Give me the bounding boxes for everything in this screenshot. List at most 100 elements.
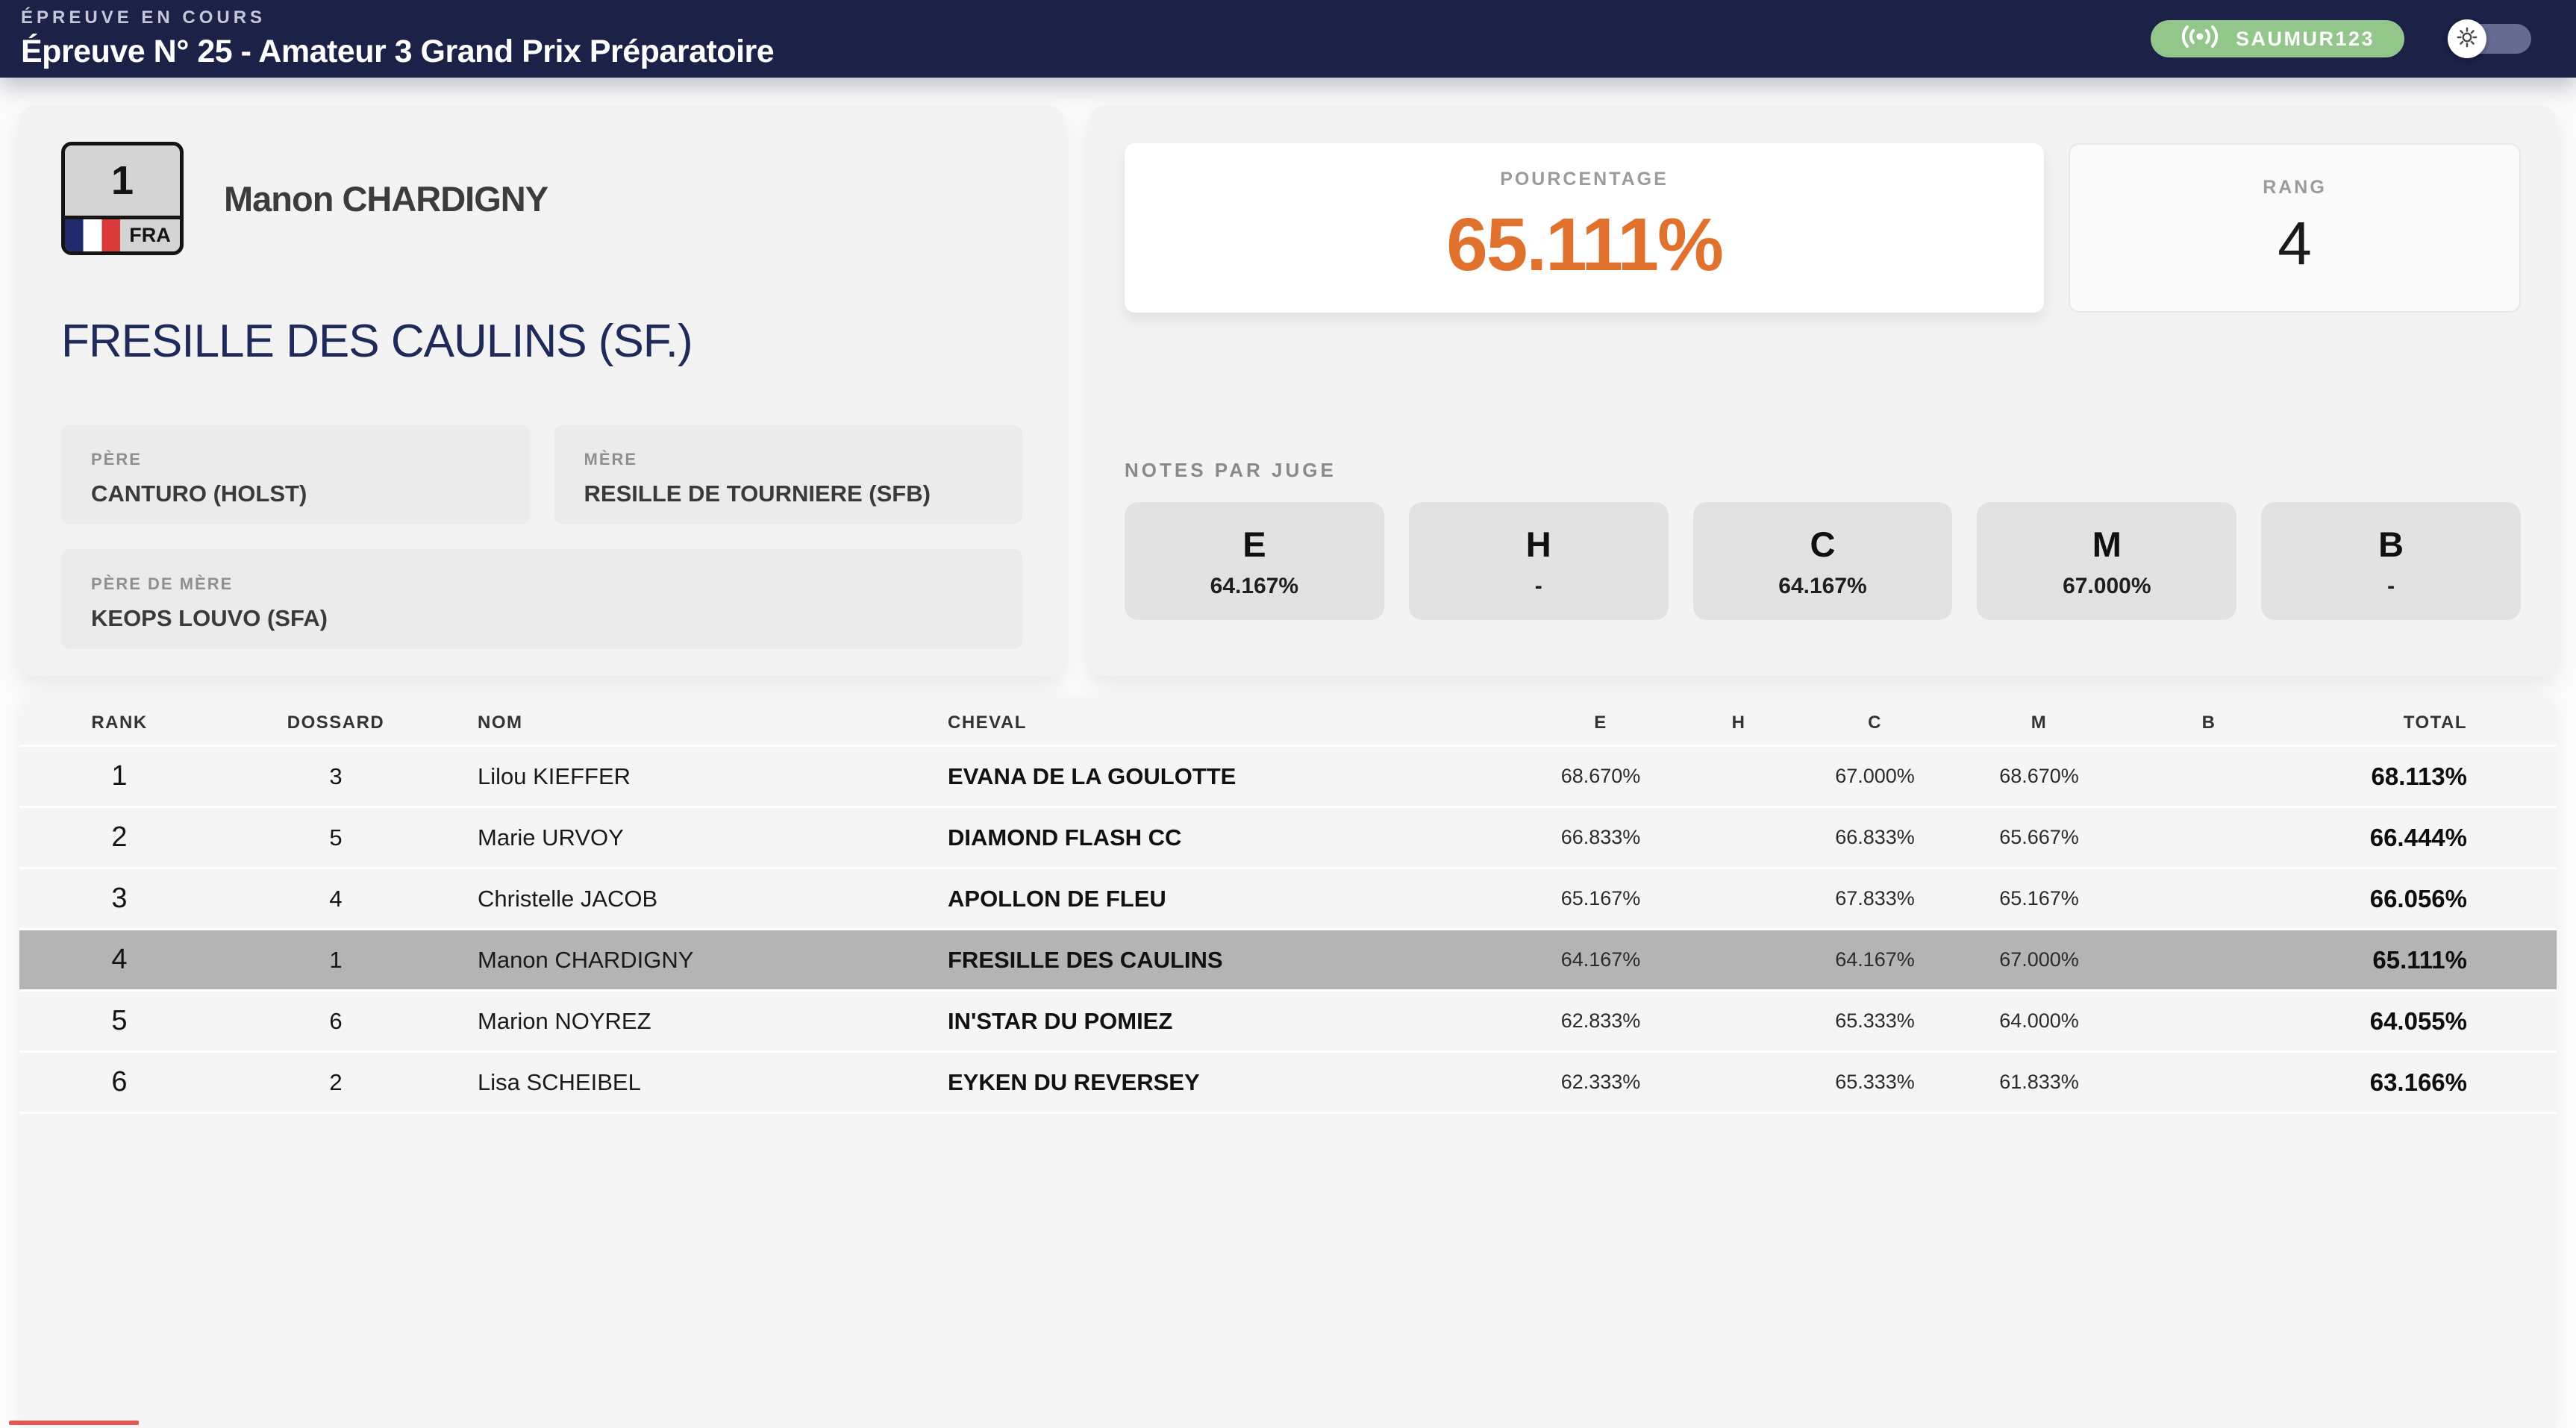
judge-score: 64.167%: [1210, 573, 1299, 598]
results-table: RANK DOSSARD NOM CHEVAL E H C M B TOTAL …: [19, 701, 2557, 1428]
cell-judge-c: 65.333%: [1835, 1071, 1915, 1093]
cell-nom: Manon CHARDIGNY: [478, 946, 694, 973]
pedigree-value: CANTURO (HOLST): [91, 480, 307, 507]
cell-dossard: 4: [329, 885, 343, 912]
france-flag-icon: [65, 219, 120, 251]
live-channel-badge[interactable]: SAUMUR123: [2150, 20, 2404, 57]
pedigree-damsire-card: PÈRE DE MÈRE KEOPS LOUVO (SFA): [61, 549, 1022, 649]
cell-judge-e: 68.670%: [1560, 765, 1641, 787]
table-row: 5 6 Marion NOYREZ IN'STAR DU POMIEZ 62.8…: [19, 992, 2557, 1053]
cell-cheval: APOLLON DE FLEU: [948, 885, 1166, 912]
cell-dossard: 2: [329, 1068, 343, 1095]
judge-card-h: H -: [1408, 502, 1669, 620]
cell-cheval: FRESILLE DES CAULINS: [948, 946, 1223, 973]
table-row: 6 2 Lisa SCHEIBEL EYKEN DU REVERSEY 62.3…: [19, 1053, 2557, 1114]
cell-cheval: DIAMOND FLASH CC: [948, 824, 1182, 851]
rider-card: 1 FRA Manon CHARDIGNY FRESILLE DES CAULI…: [19, 106, 1064, 676]
judge-score: -: [1534, 573, 1542, 598]
judges-section-label: NOTES PAR JUGE: [1125, 459, 1337, 481]
table-header-row: RANK DOSSARD NOM CHEVAL E H C M B TOTAL: [19, 701, 2557, 747]
cell-total: 65.111%: [2372, 945, 2467, 974]
judge-letter: H: [1525, 524, 1551, 564]
cell-judge-m: 68.670%: [1999, 765, 2079, 787]
col-total: TOTAL: [2403, 712, 2467, 733]
bib-card: 1 FRA: [61, 142, 184, 255]
rank-label: RANG: [2263, 177, 2327, 198]
judge-score: 67.000%: [2063, 573, 2151, 598]
pedigree-value: RESILLE DE TOURNIERE (SFB): [584, 480, 931, 507]
col-judge-m: M: [2031, 712, 2048, 733]
cell-judge-m: 64.000%: [1999, 1009, 2079, 1032]
cell-cheval: EYKEN DU REVERSEY: [948, 1068, 1200, 1095]
cell-total: 66.056%: [2369, 884, 2467, 912]
cell-rank: 4: [111, 944, 128, 975]
percentage-card: POURCENTAGE 65.111%: [1125, 143, 2044, 313]
cell-judge-c: 67.000%: [1835, 765, 1915, 787]
cell-dossard: 1: [329, 946, 343, 973]
judge-card-m: M 67.000%: [1977, 502, 2237, 620]
live-broadcast-icon: [2180, 24, 2219, 54]
pedigree-value: KEOPS LOUVO (SFA): [91, 605, 328, 631]
col-rank: RANK: [91, 712, 148, 733]
horse-name: FRESILLE DES CAULINS (SF.): [61, 316, 693, 367]
pedigree-label: MÈRE: [584, 450, 638, 469]
cell-total: 66.444%: [2369, 823, 2467, 851]
cell-rank: 6: [111, 1066, 128, 1097]
main-content: 1 FRA Manon CHARDIGNY FRESILLE DES CAULI…: [0, 78, 2576, 1428]
cell-judge-m: 61.833%: [1999, 1071, 2079, 1093]
event-header-text: ÉPREUVE EN COURS Épreuve N° 25 - Amateur…: [21, 7, 775, 70]
cell-judge-c: 66.833%: [1835, 826, 1915, 848]
cell-cheval: IN'STAR DU POMIEZ: [948, 1007, 1173, 1034]
col-judge-h: H: [1731, 712, 1746, 733]
cell-rank: 1: [111, 760, 128, 792]
cell-nom: Marion NOYREZ: [478, 1007, 651, 1034]
header-actions: SAUMUR123: [2150, 19, 2543, 58]
col-cheval: CHEVAL: [948, 712, 1027, 733]
rider-name: Manon CHARDIGNY: [224, 178, 548, 219]
cell-judge-e: 65.167%: [1560, 887, 1641, 909]
pedigree-label: PÈRE DE MÈRE: [91, 574, 234, 593]
rank-card: RANG 4: [2069, 143, 2521, 313]
judge-card-e: E 64.167%: [1125, 502, 1384, 620]
bib-number: 1: [110, 158, 134, 203]
cell-judge-c: 65.333%: [1835, 1009, 1915, 1032]
cell-total: 68.113%: [2371, 762, 2467, 790]
pedigree-dam-card: MÈRE RESILLE DE TOURNIERE (SFB): [554, 425, 1022, 524]
progress-bar: [9, 1421, 139, 1425]
cell-rank: 5: [111, 1005, 128, 1036]
theme-toggle[interactable]: [2448, 19, 2531, 58]
cell-judge-m: 67.000%: [1999, 948, 2079, 971]
cell-judge-c: 64.167%: [1835, 948, 1915, 971]
pedigree-section: PÈRE CANTURO (HOLST) MÈRE RESILLE DE TOU…: [61, 425, 1022, 649]
judge-letter: E: [1242, 524, 1266, 564]
app-header: ÉPREUVE EN COURS Épreuve N° 25 - Amateur…: [0, 0, 2576, 78]
cell-judge-e: 66.833%: [1560, 826, 1641, 848]
col-dossard: DOSSARD: [287, 712, 385, 733]
judge-score: 64.167%: [1778, 573, 1867, 598]
cell-rank: 2: [111, 821, 128, 853]
judges-row: E 64.167% H - C 64.167% M 67.000% B -: [1125, 502, 2521, 620]
cell-nom: Christelle JACOB: [478, 885, 658, 912]
pedigree-sire-card: PÈRE CANTURO (HOLST): [61, 425, 530, 524]
cell-judge-m: 65.667%: [1999, 826, 2079, 848]
cell-judge-c: 67.833%: [1835, 887, 1915, 909]
sun-icon: [2456, 26, 2478, 52]
toggle-thumb: [2448, 19, 2486, 58]
col-judge-c: C: [1868, 712, 1882, 733]
page-title: Épreuve N° 25 - Amateur 3 Grand Prix Pré…: [21, 34, 775, 69]
channel-badge-label: SAUMUR123: [2235, 27, 2375, 50]
cell-total: 64.055%: [2369, 1006, 2467, 1035]
table-row: 1 3 Lilou KIEFFER EVANA DE LA GOULOTTE 6…: [19, 747, 2557, 808]
col-judge-b: B: [2201, 712, 2216, 733]
event-status-label: ÉPREUVE EN COURS: [21, 7, 266, 28]
judge-card-b: B -: [2261, 502, 2521, 620]
cell-judge-e: 62.833%: [1560, 1009, 1641, 1032]
judge-score: -: [2387, 573, 2395, 598]
rank-value: 4: [2278, 210, 2312, 278]
cell-nom: Lisa SCHEIBEL: [478, 1068, 641, 1095]
cell-total: 63.166%: [2369, 1068, 2467, 1096]
table-row: 2 5 Marie URVOY DIAMOND FLASH CC 66.833%…: [19, 808, 2557, 869]
cell-dossard: 6: [329, 1007, 343, 1034]
cell-rank: 3: [111, 883, 128, 914]
cell-cheval: EVANA DE LA GOULOTTE: [948, 762, 1237, 789]
